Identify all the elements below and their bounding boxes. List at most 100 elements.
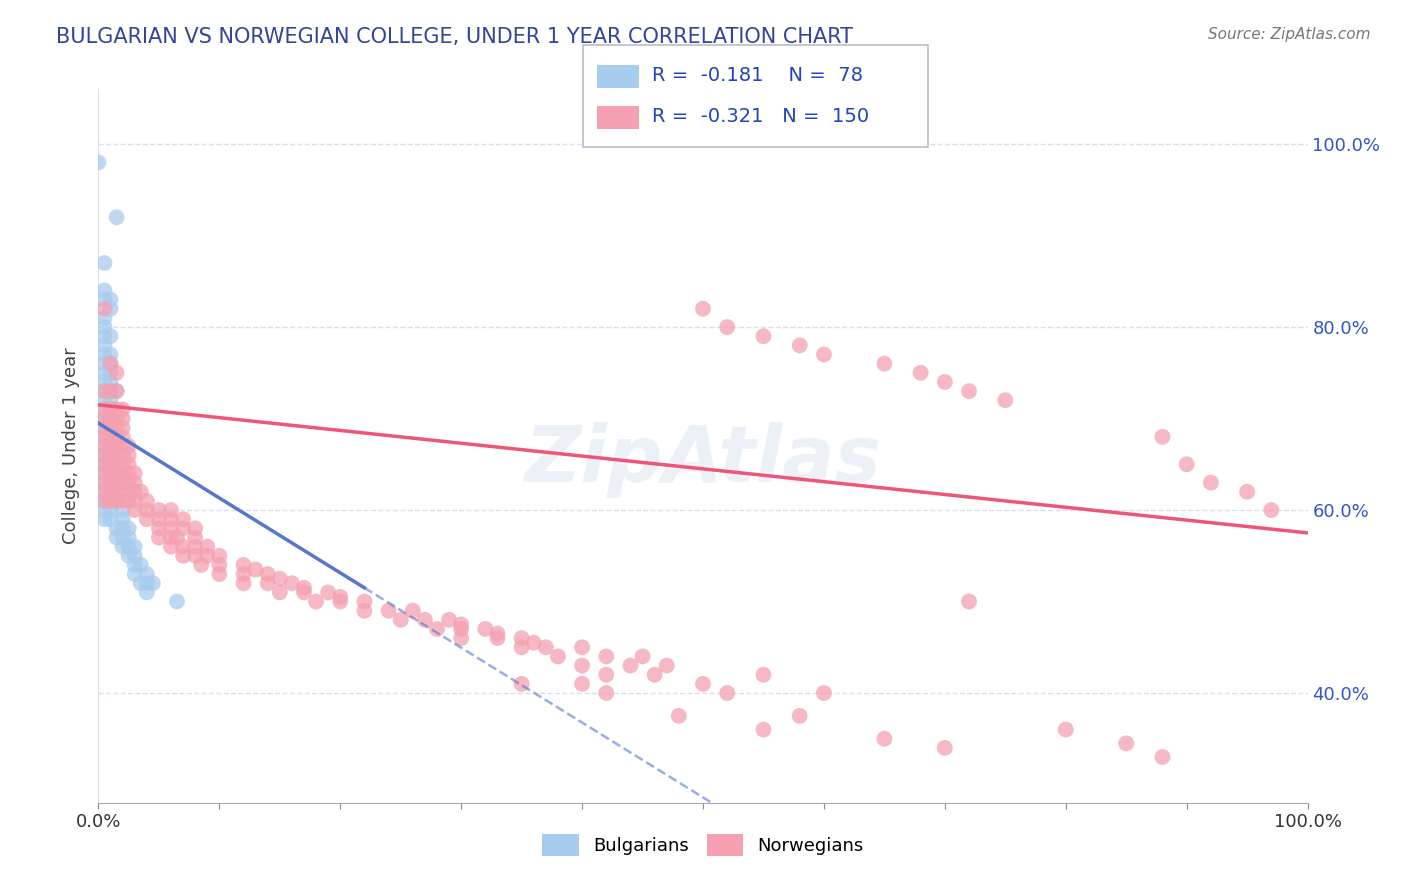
- Point: [1236, 484, 1258, 499]
- Point: [105, 467, 128, 481]
- Point: [100, 301, 122, 316]
- Point: [105, 211, 128, 225]
- Point: [148, 521, 170, 535]
- Point: [135, 585, 157, 599]
- Point: [129, 576, 152, 591]
- Point: [105, 475, 128, 490]
- Point: [105, 411, 128, 425]
- Point: [100, 420, 122, 434]
- Point: [571, 658, 593, 673]
- Point: [644, 667, 666, 681]
- Point: [1152, 750, 1174, 764]
- Point: [93, 384, 115, 398]
- Point: [124, 484, 146, 499]
- Point: [118, 521, 141, 535]
- Point: [124, 467, 146, 481]
- Point: [100, 393, 122, 408]
- Point: [105, 494, 128, 508]
- Point: [329, 590, 352, 604]
- Point: [118, 475, 141, 490]
- Point: [619, 658, 641, 673]
- Point: [118, 531, 141, 545]
- Point: [100, 494, 122, 508]
- FancyBboxPatch shape: [583, 45, 928, 147]
- Point: [135, 503, 157, 517]
- Point: [105, 384, 128, 398]
- Point: [994, 393, 1017, 408]
- Point: [93, 310, 115, 325]
- Point: [100, 293, 122, 307]
- Point: [105, 521, 128, 535]
- Point: [486, 626, 509, 640]
- Point: [111, 494, 134, 508]
- Point: [93, 402, 115, 417]
- Point: [93, 256, 115, 270]
- Point: [595, 667, 617, 681]
- Point: [93, 402, 115, 417]
- Point: [510, 631, 533, 645]
- Point: [100, 484, 122, 499]
- Point: [93, 301, 115, 316]
- Point: [148, 512, 170, 526]
- Point: [111, 420, 134, 434]
- Point: [93, 411, 115, 425]
- Point: [124, 494, 146, 508]
- Point: [111, 467, 134, 481]
- Point: [160, 540, 183, 554]
- Point: [595, 649, 617, 664]
- Text: R =  -0.321   N =  150: R = -0.321 N = 150: [652, 107, 869, 127]
- Point: [208, 567, 231, 582]
- Point: [93, 293, 115, 307]
- Point: [232, 567, 254, 582]
- Point: [111, 484, 134, 499]
- Point: [692, 677, 714, 691]
- Text: R =  -0.181    N =  78: R = -0.181 N = 78: [652, 66, 863, 86]
- Point: [118, 549, 141, 563]
- Point: [124, 475, 146, 490]
- Point: [111, 458, 134, 472]
- Point: [100, 329, 122, 343]
- Point: [166, 531, 188, 545]
- Point: [208, 558, 231, 572]
- Point: [100, 375, 122, 389]
- Point: [129, 484, 152, 499]
- Point: [752, 667, 775, 681]
- Point: [124, 549, 146, 563]
- Point: [111, 411, 134, 425]
- Point: [510, 677, 533, 691]
- Point: [100, 439, 122, 453]
- Point: [389, 613, 412, 627]
- Point: [100, 430, 122, 444]
- Point: [305, 594, 328, 608]
- Point: [813, 347, 835, 361]
- Point: [93, 439, 115, 453]
- Point: [118, 458, 141, 472]
- Point: [100, 484, 122, 499]
- Point: [631, 649, 654, 664]
- Point: [105, 420, 128, 434]
- Point: [111, 512, 134, 526]
- Point: [111, 439, 134, 453]
- Point: [957, 594, 980, 608]
- Point: [135, 512, 157, 526]
- Point: [142, 576, 165, 591]
- Point: [100, 357, 122, 371]
- Point: [281, 576, 304, 591]
- Point: [100, 475, 122, 490]
- Point: [148, 503, 170, 517]
- Point: [135, 494, 157, 508]
- Point: [100, 402, 122, 417]
- Point: [105, 494, 128, 508]
- Point: [124, 558, 146, 572]
- Point: [232, 576, 254, 591]
- Point: [353, 604, 375, 618]
- Point: [124, 567, 146, 582]
- Point: [789, 338, 811, 352]
- Point: [934, 740, 956, 755]
- Point: [413, 613, 436, 627]
- Point: [1175, 458, 1198, 472]
- Point: [172, 512, 194, 526]
- Point: [93, 484, 115, 499]
- Point: [910, 366, 932, 380]
- Point: [105, 384, 128, 398]
